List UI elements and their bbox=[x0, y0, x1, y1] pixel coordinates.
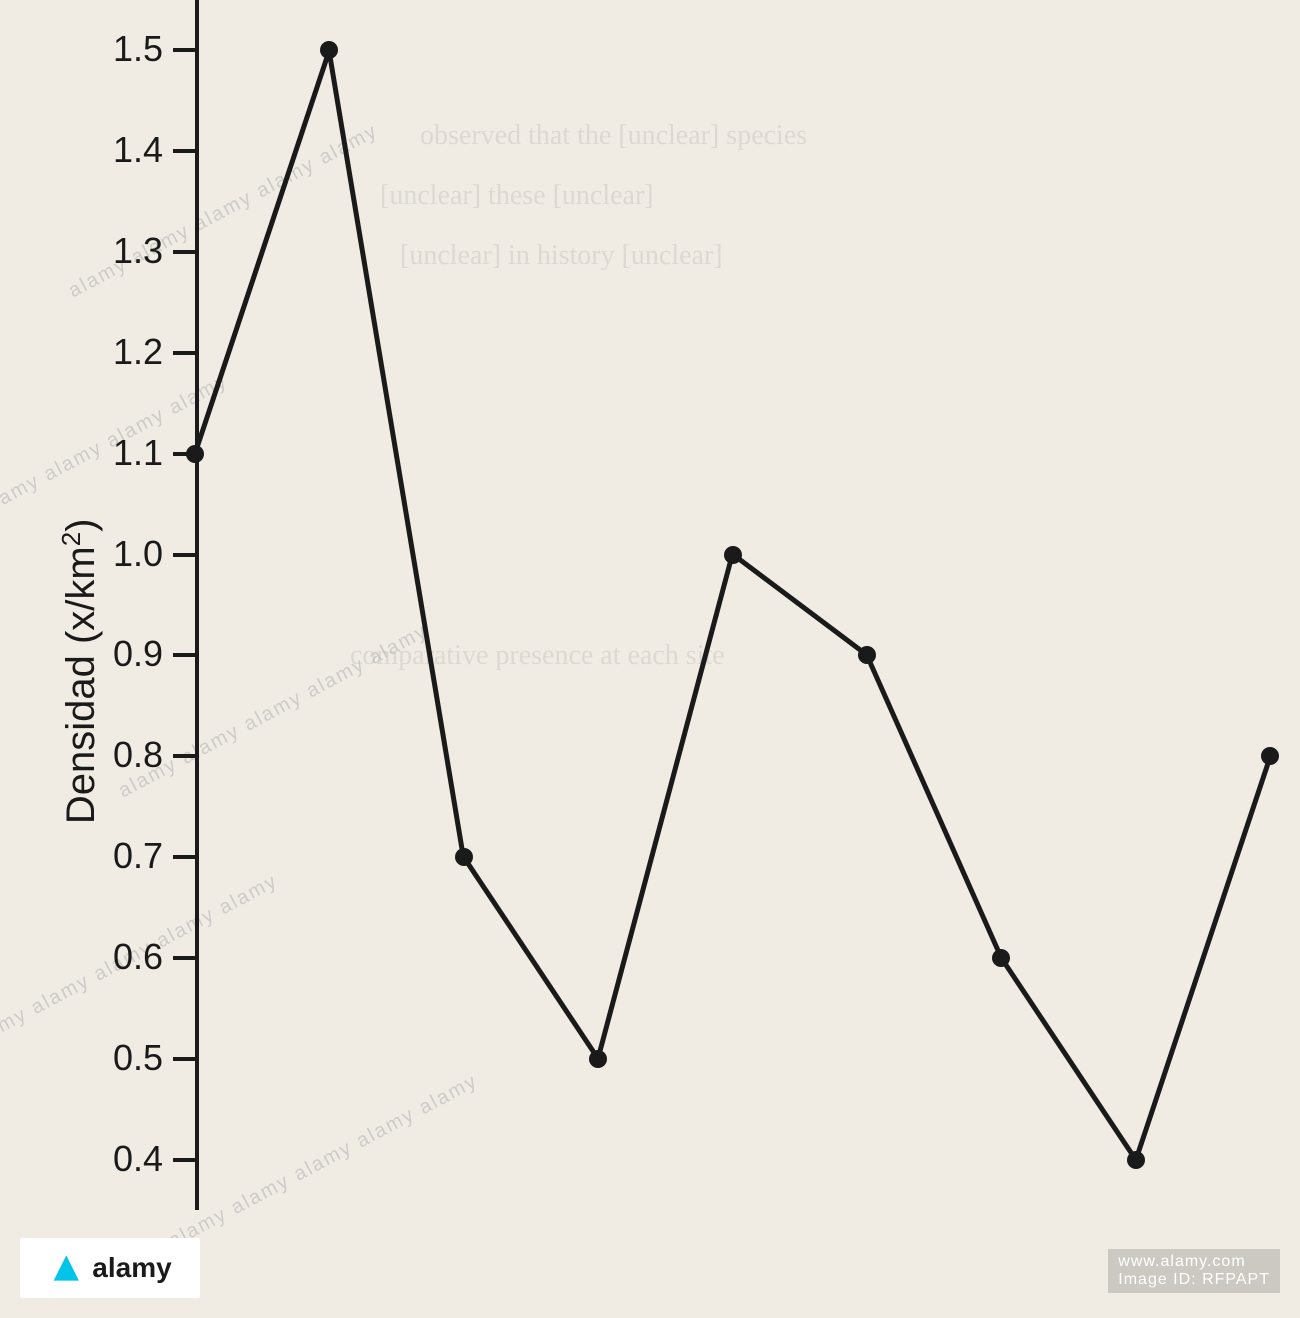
line-segment bbox=[865, 654, 1004, 959]
line-segment bbox=[193, 50, 332, 455]
y-tick-label: 0.7 bbox=[83, 835, 163, 877]
y-tick bbox=[173, 653, 195, 657]
image-id-badge: www.alamy.com Image ID: RFPAPT bbox=[1108, 1249, 1280, 1293]
data-point bbox=[589, 1050, 607, 1068]
y-tick bbox=[173, 553, 195, 557]
y-tick-label: 0.6 bbox=[83, 936, 163, 978]
data-point bbox=[724, 546, 742, 564]
chart-container: observed that the [unclear] species [unc… bbox=[0, 0, 1300, 1318]
watermark: alamy alamy alamy alamy alamy bbox=[165, 1070, 482, 1253]
alamy-logo: alamy bbox=[20, 1238, 200, 1298]
y-tick bbox=[173, 956, 195, 960]
line-segment bbox=[731, 553, 868, 658]
data-point bbox=[455, 848, 473, 866]
line-segment bbox=[327, 50, 466, 857]
data-point bbox=[1127, 1151, 1145, 1169]
y-tick bbox=[173, 754, 195, 758]
data-point bbox=[1261, 747, 1279, 765]
bg-text: [unclear] in history [unclear] bbox=[400, 240, 723, 272]
line-segment bbox=[1133, 755, 1272, 1160]
line-segment bbox=[596, 554, 735, 1059]
y-tick bbox=[173, 48, 195, 52]
data-point bbox=[186, 445, 204, 463]
y-tick-label: 0.4 bbox=[83, 1138, 163, 1180]
line-segment bbox=[462, 856, 601, 1060]
data-point bbox=[320, 41, 338, 59]
y-axis-line bbox=[195, 0, 199, 1210]
alamy-logo-text: alamy bbox=[92, 1252, 171, 1284]
data-point bbox=[992, 949, 1010, 967]
y-tick bbox=[173, 855, 195, 859]
y-tick bbox=[173, 250, 195, 254]
y-tick bbox=[173, 351, 195, 355]
y-tick-label: 1.2 bbox=[83, 331, 163, 373]
data-point bbox=[858, 646, 876, 664]
image-id-url: www.alamy.com bbox=[1118, 1253, 1245, 1270]
y-tick bbox=[173, 149, 195, 153]
y-tick-label: 1.3 bbox=[83, 230, 163, 272]
bg-text: observed that the [unclear] species bbox=[420, 120, 807, 152]
y-tick bbox=[173, 1057, 195, 1061]
line-segment bbox=[999, 957, 1138, 1161]
bg-text: [unclear] these [unclear] bbox=[380, 180, 654, 212]
y-axis-title: Densidad (x/km2) bbox=[56, 424, 104, 824]
y-tick-label: 0.5 bbox=[83, 1037, 163, 1079]
y-tick-label: 1.5 bbox=[83, 28, 163, 70]
y-tick-label: 1.4 bbox=[83, 129, 163, 171]
image-id-text: Image ID: RFPAPT bbox=[1118, 1271, 1270, 1288]
y-tick bbox=[173, 1158, 195, 1162]
